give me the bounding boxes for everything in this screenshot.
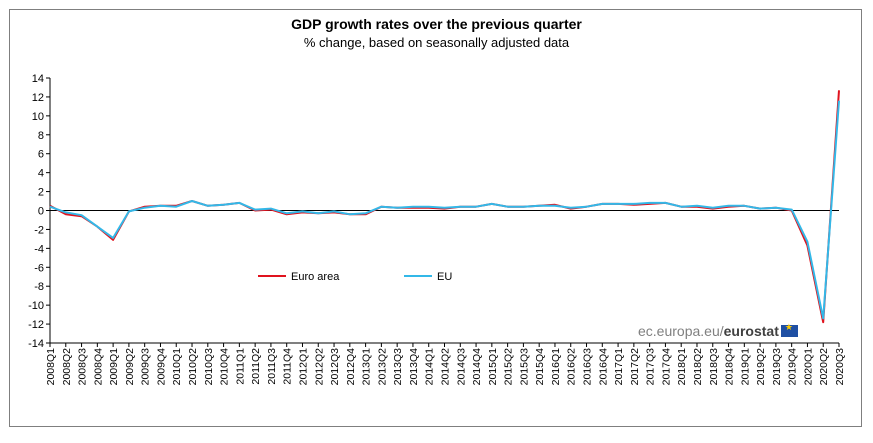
x-tick-label: 2010Q3 — [203, 348, 215, 386]
x-tick-label: 2012Q3 — [329, 348, 341, 386]
x-tick-label: 2015Q3 — [518, 348, 530, 386]
x-tick-label: 2013Q4 — [408, 348, 420, 386]
x-tick-label: 2011Q4 — [282, 348, 294, 385]
chart-subtitle: % change, based on seasonally adjusted d… — [303, 35, 570, 50]
x-tick-label: 2009Q1 — [108, 348, 120, 386]
x-tick-label: 2015Q2 — [503, 348, 515, 386]
x-tick-label: 2019Q2 — [755, 348, 767, 386]
watermark-prefix: ec.europa.eu/ — [638, 323, 724, 339]
x-tick-label: 2012Q4 — [345, 348, 357, 386]
legend-label-eu: EU — [437, 271, 452, 283]
x-tick-label: 2017Q2 — [629, 348, 641, 386]
chart-title: GDP growth rates over the previous quart… — [291, 16, 582, 32]
x-tick-label: 2011Q3 — [266, 348, 278, 385]
x-tick-label: 2009Q3 — [140, 348, 152, 386]
y-axis: -14 -12 -10 -8 -6 -4 -2 0 2 4 6 8 10 12 14 — [28, 73, 51, 350]
x-tick-label: 2013Q3 — [392, 348, 404, 386]
x-tick-label: 2020Q1 — [802, 348, 814, 386]
x-tick-label: 2019Q3 — [771, 348, 783, 386]
x-tick-label: 2015Q4 — [534, 348, 546, 386]
x-tick-label: 2010Q4 — [219, 348, 231, 386]
x-tick-label: 2018Q4 — [724, 348, 736, 386]
x-tick-label: 2009Q2 — [124, 348, 136, 386]
x-tick-label: 2018Q3 — [708, 348, 720, 386]
y-tick-label: 4 — [38, 168, 44, 180]
eurostat-watermark: ec.europa.eu/eurostat — [638, 322, 798, 339]
y-tick-label: 14 — [32, 73, 44, 85]
x-tick-label: 2020Q2 — [818, 348, 830, 386]
x-tick-label: 2010Q1 — [171, 348, 183, 386]
y-tick-label: 6 — [38, 149, 44, 161]
y-tick-label: -6 — [34, 262, 44, 274]
x-tick-label: 2009Q4 — [155, 348, 167, 386]
series-line-eu — [49, 100, 840, 320]
x-tick-label: 2019Q1 — [739, 348, 751, 386]
x-tick-label: 2014Q3 — [455, 348, 467, 386]
x-tick-label: 2014Q4 — [471, 348, 483, 386]
watermark-brand: eurostat — [723, 323, 779, 339]
y-tick-label: 8 — [38, 130, 44, 142]
y-tick-label: 10 — [32, 111, 44, 123]
x-tick-label: 2011Q2 — [250, 348, 262, 385]
x-tick-label: 2013Q1 — [361, 348, 373, 386]
x-tick-label: 2008Q3 — [77, 348, 89, 386]
x-tick-label: 2008Q2 — [61, 348, 73, 386]
x-tick-label: 2016Q3 — [582, 348, 594, 386]
x-tick-label: 2014Q2 — [440, 348, 452, 386]
x-axis: 2008Q1 2008Q2 2008Q3 2008Q4 2009Q1 2009Q2 2009… — [45, 210, 846, 386]
x-tick-label: 2011Q1 — [234, 348, 246, 385]
y-tick-label: -4 — [34, 243, 44, 255]
x-tick-label: 2008Q1 — [45, 348, 57, 386]
y-tick-label: 0 — [38, 206, 44, 218]
y-tick-label: -12 — [28, 319, 44, 331]
x-tick-label: 2019Q4 — [787, 348, 799, 386]
x-tick-label: 2016Q1 — [550, 348, 562, 386]
y-tick-label: -10 — [28, 300, 44, 312]
y-tick-label: -2 — [34, 224, 44, 236]
y-tick-label: 12 — [32, 92, 44, 104]
x-tick-label: 2008Q4 — [92, 348, 104, 386]
legend-label-euro-area: Euro area — [291, 271, 340, 283]
series-layer — [49, 90, 840, 324]
x-tick-label: 2017Q1 — [613, 348, 625, 386]
x-tick-label: 2012Q1 — [297, 348, 309, 386]
y-tick-label: 2 — [38, 187, 44, 199]
y-tick-label: -14 — [28, 338, 44, 350]
y-tick-label: -8 — [34, 281, 44, 293]
x-tick-label: 2010Q2 — [187, 348, 199, 386]
chart-frame: GDP growth rates over the previous quart… — [9, 9, 862, 427]
x-tick-label: 2013Q2 — [376, 348, 388, 386]
x-tick-label: 2017Q4 — [660, 348, 672, 386]
legend: Euro area EU — [258, 271, 452, 283]
x-tick-label: 2017Q3 — [645, 348, 657, 386]
x-tick-label: 2016Q2 — [566, 348, 578, 386]
x-tick-label: 2015Q1 — [487, 348, 499, 386]
x-tick-label: 2016Q4 — [597, 348, 609, 386]
x-tick-label: 2020Q3 — [834, 348, 846, 386]
x-tick-label: 2018Q2 — [692, 348, 704, 386]
x-tick-label: 2018Q1 — [676, 348, 688, 386]
x-tick-label: 2014Q1 — [424, 348, 436, 386]
x-tick-label: 2012Q2 — [313, 348, 325, 386]
eu-flag-icon — [780, 322, 798, 337]
